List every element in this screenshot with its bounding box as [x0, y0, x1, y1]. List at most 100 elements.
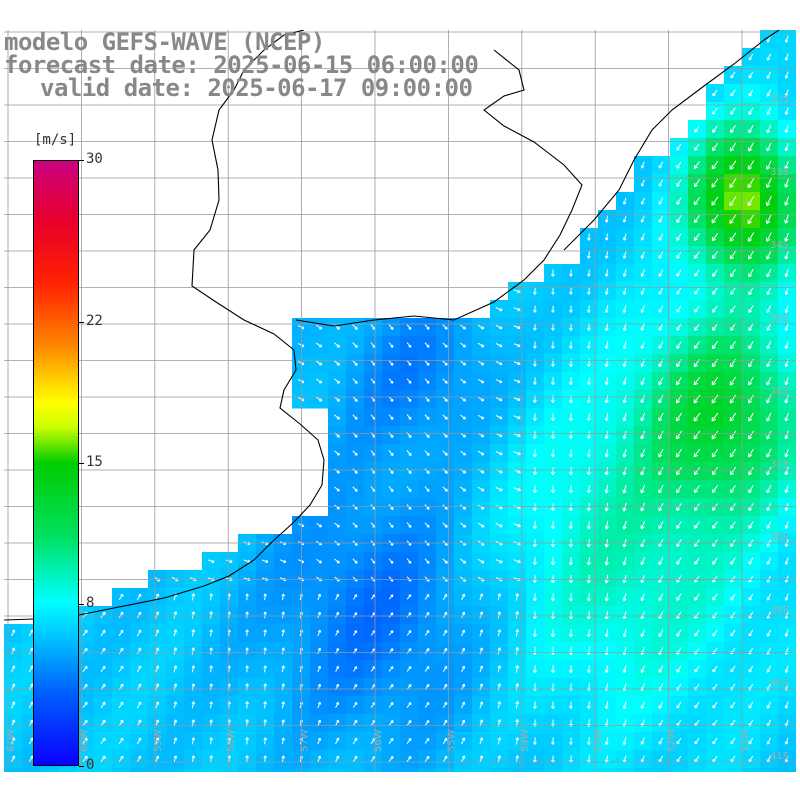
wind-arrow [784, 647, 789, 655]
wind-arrow [604, 502, 609, 512]
wind-arrow [461, 611, 466, 619]
wind-arrow [730, 287, 736, 295]
wind-arrow [712, 701, 718, 709]
wind-arrow [604, 395, 609, 404]
wind-arrow [694, 287, 700, 295]
wind-arrow [388, 468, 394, 475]
wind-arrow [513, 415, 521, 420]
colorbar-tick-label: 30 [86, 151, 103, 167]
wind-arrow [586, 592, 591, 602]
wind-arrow [191, 665, 196, 673]
wind-arrow [497, 665, 502, 673]
wind-arrow [191, 647, 196, 655]
wind-arrow [658, 215, 664, 223]
wind-arrow [676, 665, 682, 673]
wind-arrow [352, 666, 358, 672]
wind-arrow [676, 593, 682, 601]
wind-arrow [477, 450, 485, 456]
wind-arrow [586, 737, 591, 745]
wind-arrow [551, 737, 555, 745]
wind-arrow [513, 433, 521, 438]
wind-arrow [424, 665, 430, 672]
wind-arrow [766, 107, 772, 115]
wind-arrow [513, 361, 521, 366]
wind-arrow [748, 737, 754, 745]
wind-speed-cell [634, 768, 653, 772]
wind-arrow [173, 647, 178, 655]
wind-arrow [640, 701, 645, 709]
wind-arrow [784, 665, 789, 673]
wind-arrow [424, 594, 430, 600]
wind-arrow [676, 269, 682, 277]
wind-arrow [532, 557, 537, 565]
wind-arrow [477, 558, 485, 564]
wind-arrow [569, 287, 573, 295]
wind-arrow [28, 755, 34, 763]
wind-speed-cell [490, 768, 509, 772]
wind-arrow [352, 450, 358, 456]
wind-arrow [711, 448, 719, 458]
wind-arrow [765, 178, 772, 189]
wind-arrow [640, 629, 645, 638]
wind-arrow [640, 647, 645, 656]
wind-arrow [784, 269, 789, 278]
wind-arrow [11, 755, 16, 763]
wind-arrow [586, 395, 591, 404]
wind-arrow [658, 269, 664, 277]
wind-arrow [676, 323, 682, 331]
longitude-label: 57W [300, 729, 311, 752]
wind-arrow [640, 377, 646, 386]
wind-arrow [658, 197, 664, 205]
wind-arrow [694, 143, 700, 151]
wind-arrow [495, 486, 503, 492]
latitude-label: 32S [770, 94, 789, 105]
wind-arrow [658, 448, 664, 458]
wind-speed-cell [94, 768, 113, 772]
wind-arrow [388, 666, 394, 672]
wind-arrow [766, 89, 772, 97]
wind-arrow [784, 232, 789, 242]
wind-arrow [693, 196, 701, 206]
wind-arrow [640, 593, 645, 602]
wind-arrow [352, 755, 358, 763]
wind-arrow [479, 701, 484, 709]
wind-arrow [729, 196, 737, 207]
wind-arrow [729, 430, 737, 440]
coastline [4, 30, 325, 621]
wind-arrow [424, 414, 430, 420]
wind-arrow [640, 484, 646, 494]
wind-arrow [406, 360, 412, 366]
wind-arrow [550, 449, 555, 458]
wind-speed-cell [544, 768, 563, 772]
wind-speed-cell [454, 768, 473, 772]
wind-arrow [424, 468, 430, 474]
wind-arrow [748, 142, 754, 152]
wind-arrow [532, 593, 537, 601]
wind-speed-cell [274, 768, 293, 772]
wind-arrow [406, 720, 412, 726]
colorbar-tick-mark [79, 766, 84, 767]
wind-arrow [587, 287, 591, 295]
wind-arrow [406, 342, 412, 348]
wind-arrow [693, 178, 701, 188]
wind-arrow [28, 629, 34, 637]
wind-arrow [245, 629, 249, 637]
wind-arrow [694, 737, 700, 745]
wind-arrow [622, 377, 627, 386]
wind-arrow [711, 178, 719, 188]
wind-arrow [784, 629, 789, 637]
wind-arrow [784, 178, 790, 188]
wind-arrow [604, 665, 609, 674]
wind-arrow [712, 107, 718, 115]
wind-arrow [28, 719, 34, 727]
wind-arrow [784, 394, 789, 404]
wind-arrow [658, 161, 664, 169]
wind-arrow [461, 755, 466, 763]
wind-arrow [263, 755, 267, 763]
longitude-label: 60W [79, 729, 90, 752]
wind-arrow [730, 521, 736, 529]
wind-arrow [568, 467, 573, 476]
wind-arrow [28, 665, 34, 673]
wind-arrow [622, 341, 627, 350]
wind-arrow [334, 450, 340, 456]
